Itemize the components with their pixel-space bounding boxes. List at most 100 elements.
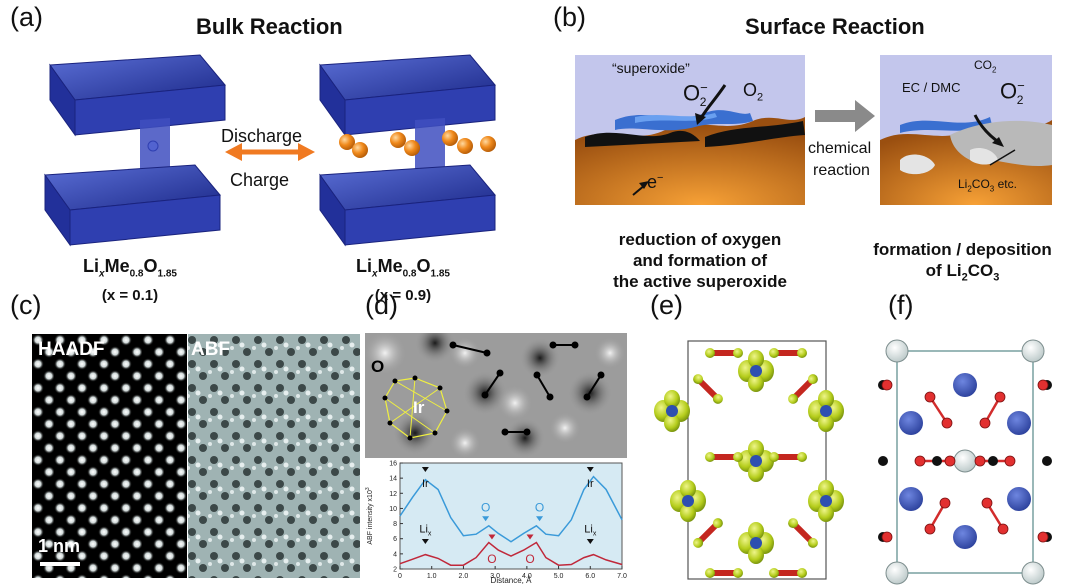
crystal-structure-model [878, 339, 1052, 585]
o-blue-label: O [481, 500, 490, 514]
li-peak-sub: x [428, 531, 432, 538]
o2-minus-right-symbol: O [1000, 78, 1018, 104]
discharge-charge-arrow [225, 143, 315, 161]
co2-label: CO2 [974, 58, 996, 74]
atom-ir-label: Ir [413, 398, 425, 417]
x-tick-label: 0 [398, 573, 402, 580]
right-crystal-structure [319, 54, 496, 247]
abf-label: ABF [191, 339, 231, 360]
caption-b-left-line2: and formation of [632, 251, 768, 270]
panel-f-label: (f) [888, 290, 914, 320]
y-tick-label: 6 [393, 536, 397, 543]
o-red-label: O [487, 552, 496, 566]
ir-peak-marker [421, 467, 429, 472]
scale-bar-label: 1 nm [38, 536, 81, 556]
li2co3-etc-text: etc. [997, 177, 1017, 191]
panel-d-label: (d) [365, 290, 398, 320]
o-red-marker [488, 534, 496, 540]
electron-label: e− [647, 172, 663, 193]
ir-peak-marker [586, 467, 594, 472]
abf-atomic-map [365, 333, 627, 458]
x-axis-label: Distance, Å [491, 576, 533, 584]
o-red-marker [526, 534, 534, 540]
co2-symbol: CO [974, 58, 992, 72]
o2-minus-symbol: O [683, 80, 701, 106]
right-formula: LixMe0.8O1.85 (x = 0.9) [333, 256, 473, 306]
electron-sup: − [657, 172, 664, 184]
panel-a-label: (a) [10, 2, 43, 32]
o-red-label: O [525, 552, 534, 566]
haadf-label: HAADF [38, 339, 105, 360]
o2-minus-right-sub: 2 [1016, 92, 1024, 107]
reaction-label: reaction [813, 162, 870, 179]
caption-b-right-line1: formation / deposition [873, 240, 1052, 259]
y-tick-label: 4 [393, 551, 397, 558]
surface-reaction-left-schematic [575, 55, 805, 205]
caption-b-left-line1: reduction of oxygen [618, 230, 782, 249]
chemical-label: chemical [808, 140, 872, 157]
y-axis-label: ABF intensity x103 [365, 487, 374, 544]
x-tick-label: 2.0 [459, 573, 469, 580]
left-crystal-structure [44, 54, 226, 247]
right-formula-x: (x = 0.9) [374, 286, 432, 304]
panel-c-label: (c) [10, 290, 42, 320]
li-peak-marker [421, 539, 429, 545]
charge-label: Charge [230, 170, 290, 190]
caption-b-left: reduction of oxygen and formation of the… [575, 229, 825, 292]
li-o-intensity-line [399, 541, 623, 566]
haadf-abf-image [32, 334, 360, 578]
panel-a-title: Bulk Reaction [196, 14, 343, 39]
y-tick-label: 12 [389, 491, 397, 498]
chemical-reaction-arrow [815, 100, 875, 132]
y-tick-label: 8 [393, 521, 397, 528]
ir-peak-label: Ir [587, 478, 594, 490]
o2-minus-sup: − [700, 80, 708, 95]
caption-b-right-line2-prefix: of Li [925, 261, 962, 280]
surface-reaction-right-schematic [880, 55, 1052, 205]
o2-minus-label: O−2 [683, 80, 708, 109]
x-tick-label: 3.0 [490, 573, 500, 580]
li-peak-marker [586, 539, 594, 545]
ir-o-intensity-line [399, 475, 623, 543]
o-blue-marker [482, 516, 490, 522]
li2co3-etc-label: Li2CO3 etc. [958, 177, 1017, 194]
left-formula-x: (x = 0.1) [101, 286, 159, 304]
panel-b-title: Surface Reaction [745, 14, 925, 39]
x-tick-label: 7.0 [617, 573, 627, 580]
x-tick-label: 6.0 [585, 573, 595, 580]
chart-plot-area [399, 462, 623, 570]
ec-dmc-label: EC / DMC [902, 80, 961, 95]
y-tick-label: 10 [389, 506, 397, 513]
abf-intensity-chart: 0 1.0 2.0 3.0 4.0 5.0 6.0 7.0 2 4 6 8 10 12 14 16 Ir Ir O O… [365, 461, 627, 585]
ir-peak-label: Ir [422, 478, 429, 490]
o-blue-label: O [535, 500, 544, 514]
spin-density-structure [654, 340, 844, 580]
o2-label: O2 [743, 80, 763, 104]
left-formula: LixMe0.8O1.85 (x = 0.1) [60, 256, 200, 306]
x-tick-label: 4.0 [522, 573, 532, 580]
discharge-label: Discharge [221, 126, 303, 146]
x-tick-label: 1.0 [427, 573, 437, 580]
li-peak-sub: x [593, 531, 597, 538]
o2-minus-sub: 2 [699, 94, 707, 109]
electron-symbol: e [647, 172, 658, 192]
panel-e-label: (e) [650, 290, 683, 320]
atom-o-label: O [371, 357, 385, 376]
panel-b-label: (b) [553, 2, 586, 32]
bulk-reaction-figure [44, 54, 496, 247]
caption-b-right-line2-sub: 2 [961, 271, 968, 284]
caption-b-right-line2-suffix: CO [967, 261, 994, 280]
co2-sub: 2 [992, 65, 997, 75]
caption-b-right-line2-sub2: 3 [993, 271, 1000, 284]
o2-sub: 2 [757, 91, 764, 104]
caption-b-left-line3: the active superoxide [613, 272, 787, 291]
y-axis-label-sup: 3 [365, 487, 371, 490]
y-tick-label: 14 [389, 476, 397, 483]
o2-minus-right-sup: − [1017, 78, 1025, 93]
y-tick-label: 2 [393, 567, 397, 574]
x-tick-label: 5.0 [554, 573, 564, 580]
o-blue-marker [536, 516, 544, 522]
o2-symbol: O [743, 80, 758, 100]
o2-minus-right-label: O−2 [1000, 78, 1025, 107]
caption-b-right: formation / deposition of Li2CO3 [855, 239, 1070, 288]
